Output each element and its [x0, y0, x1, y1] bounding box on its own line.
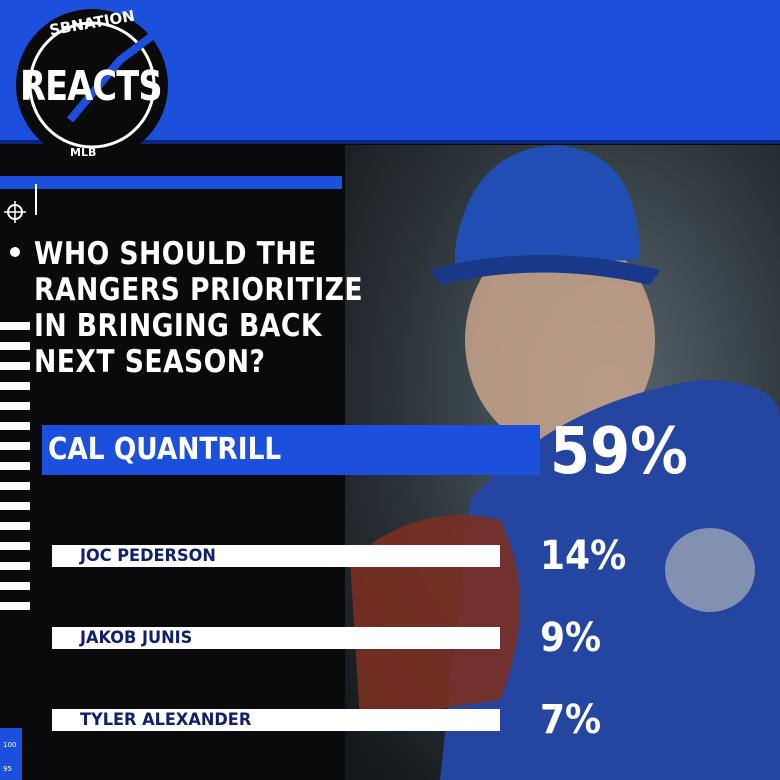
stripe — [0, 382, 30, 390]
stripe — [0, 422, 30, 430]
option-name: TYLER ALEXANDER — [80, 710, 252, 730]
league: MLB — [70, 146, 97, 159]
stripe — [0, 342, 30, 350]
stripe — [0, 542, 30, 550]
stripe — [0, 442, 30, 450]
stripe — [0, 562, 30, 570]
stripe — [0, 502, 30, 510]
option-name: JAKOB JUNIS — [80, 628, 193, 648]
scale-label: 100 — [3, 741, 17, 749]
option-percent: 7% — [540, 697, 602, 743]
stripe — [0, 362, 30, 370]
question-line: NEXT SEASON? — [34, 344, 266, 380]
logo-title: REACTS — [20, 62, 163, 110]
question-line: IN BRINGING BACK — [34, 308, 322, 344]
question-line: RANGERS PRIORITIZE — [34, 272, 364, 308]
option-percent: 14% — [540, 533, 627, 579]
stripe — [0, 482, 30, 490]
stripe — [0, 322, 30, 330]
option-percent: 9% — [540, 615, 602, 661]
option-bar — [52, 709, 500, 731]
option-percent: 59% — [550, 415, 688, 489]
question-line: WHO SHOULD THE — [34, 236, 317, 272]
stripe — [0, 582, 30, 590]
scale-label: 95 — [3, 765, 12, 773]
option-name: CAL QUANTRILL — [48, 432, 282, 467]
option-bar — [52, 545, 500, 567]
stripe — [0, 522, 30, 530]
stripe — [0, 462, 30, 470]
stripe — [0, 602, 30, 610]
option-name: JOC PEDERSON — [80, 546, 216, 566]
option-bar — [52, 627, 500, 649]
stripe — [0, 402, 30, 410]
option-bar — [42, 425, 540, 475]
